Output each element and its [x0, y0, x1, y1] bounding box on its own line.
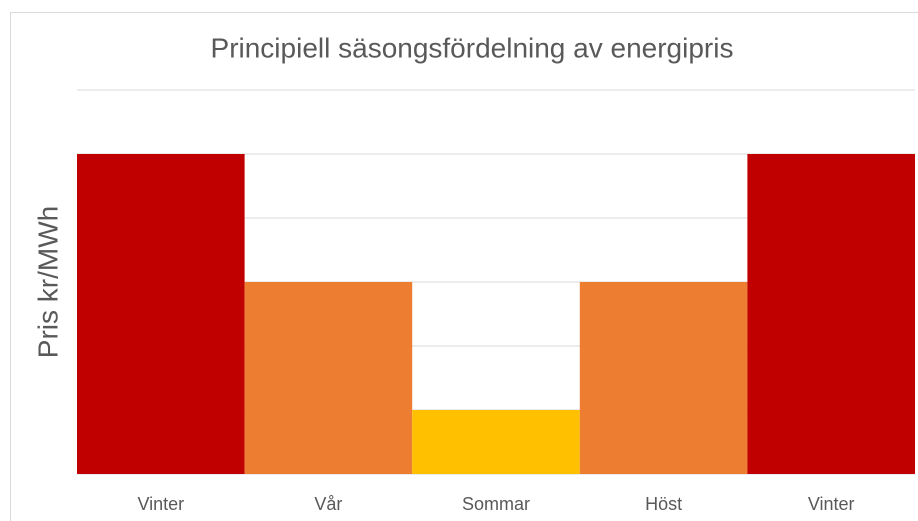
x-tick-label: Vinter — [808, 494, 855, 514]
x-tick-label: Sommar — [462, 494, 530, 514]
bar — [579, 282, 748, 474]
bar — [747, 154, 915, 474]
chart-title: Principiell säsongsfördelning av energip… — [211, 32, 734, 63]
bar — [77, 154, 245, 474]
x-tick-label: Höst — [645, 494, 682, 514]
y-axis-label: Pris kr/MWh — [32, 206, 63, 358]
chart-border — [10, 12, 918, 521]
bar — [244, 282, 413, 474]
x-tick-label: Vår — [314, 494, 342, 514]
x-tick-label: Vinter — [137, 494, 184, 514]
bar — [412, 410, 580, 474]
